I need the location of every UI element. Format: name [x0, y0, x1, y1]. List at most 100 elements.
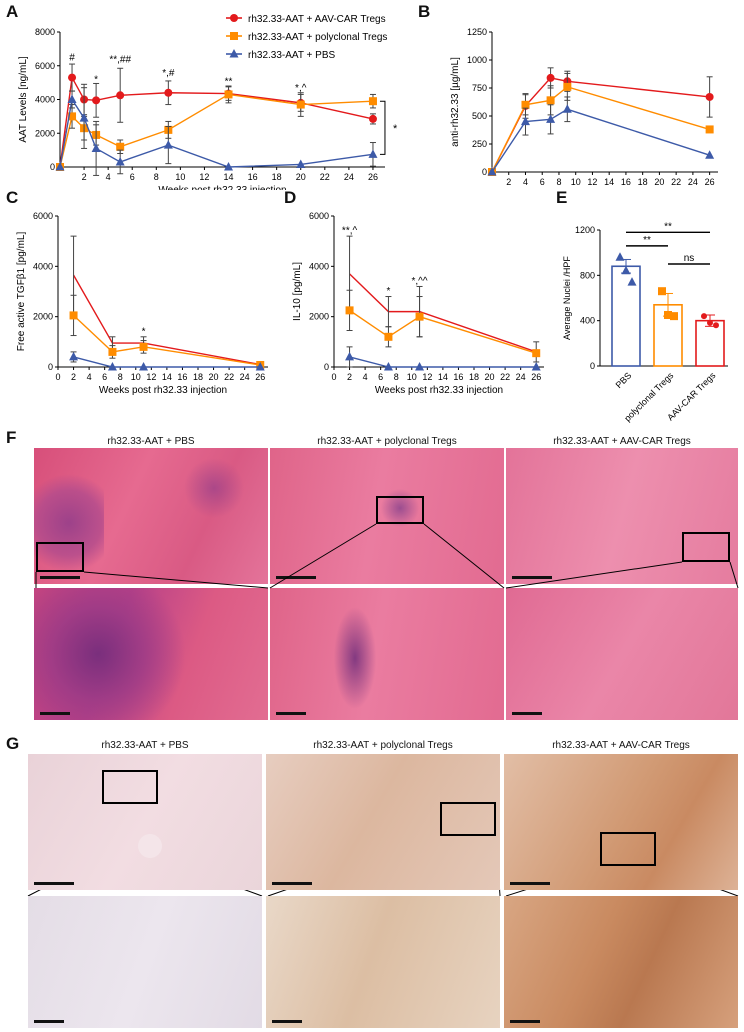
x-tick-label: 10	[407, 372, 417, 382]
data-point	[79, 113, 89, 122]
data-point	[68, 112, 77, 121]
x-tick-label: 20	[209, 372, 219, 382]
x-tick-label: 12	[587, 177, 597, 187]
zoom-box	[36, 542, 84, 572]
significance-label: **	[643, 235, 651, 246]
panel-g-title-pbs: rh32.33-AAT + PBS	[101, 740, 189, 751]
y-tick-label: 8000	[35, 27, 55, 37]
he-image-pbs-low	[34, 448, 268, 584]
x-tick-label: 0	[55, 372, 60, 382]
data-point	[67, 94, 77, 103]
he-image-car-low	[506, 448, 738, 584]
y-tick-label: 0	[50, 162, 55, 172]
data-point	[116, 91, 125, 100]
data-point	[224, 162, 234, 171]
scale-bar	[276, 712, 306, 715]
data-point	[383, 362, 393, 371]
panel-letter-f: F	[6, 428, 17, 447]
scale-bar	[510, 882, 550, 885]
panel-g-title-car: rh32.33-AAT + AAV-CAR Tregs	[552, 740, 690, 751]
x-tick-label: 8	[154, 172, 159, 182]
data-point	[705, 92, 714, 101]
x-tick-label: 8	[556, 177, 561, 187]
y-tick-label: 500	[472, 111, 487, 121]
series-line	[73, 314, 261, 366]
legend-label: rh32.33-AAT + AAV-CAR Tregs	[248, 14, 386, 25]
legend-marker	[230, 32, 238, 40]
y-tick-label: 0	[482, 167, 487, 177]
data-point	[520, 116, 530, 126]
data-point	[107, 362, 117, 371]
x-tick-label: 4	[363, 372, 368, 382]
x-tick-label: 12	[146, 372, 156, 382]
ihc-image-pbs-low	[28, 754, 262, 890]
scale-bar	[272, 882, 312, 885]
x-tick-label: 26	[531, 372, 541, 382]
x-tick-label: 16	[248, 172, 258, 182]
x-tick-label: 14	[604, 177, 614, 187]
x-tick-label: 4	[87, 372, 92, 382]
x-tick-label: 14	[224, 172, 234, 182]
data-point	[531, 362, 541, 371]
x-tick-label: 6	[130, 172, 135, 182]
data-point	[664, 311, 672, 319]
y-tick-label: 4000	[309, 261, 329, 271]
he-image-polyclonal-low	[270, 448, 504, 584]
y-tick-label: 1000	[467, 55, 487, 65]
x-tick-label: 22	[320, 172, 330, 182]
x-tick-label: 18	[193, 372, 203, 382]
panel-f-title-pbs: rh32.33-AAT + PBS	[107, 436, 195, 447]
y-tick-label: 6000	[33, 211, 53, 221]
he-image-polyclonal-high	[270, 588, 504, 720]
significance-label: **	[225, 76, 233, 87]
data-point	[521, 100, 530, 109]
legend-marker	[229, 49, 239, 58]
series-line	[72, 274, 261, 366]
scale-bar	[512, 576, 552, 579]
x-tick-label: 16	[621, 177, 631, 187]
x-tick-label: 26	[368, 172, 378, 182]
y-tick-label: 4000	[33, 261, 53, 271]
x-tick-label: 10	[131, 372, 141, 382]
x-axis-label: Weeks post rh32.33 injection	[158, 185, 286, 190]
data-point	[563, 82, 572, 91]
x-tick-label: 8	[394, 372, 399, 382]
data-point	[627, 277, 637, 286]
data-point	[615, 252, 625, 261]
y-tick-label: 0	[48, 362, 53, 372]
significance-label: *	[142, 326, 146, 337]
significance-label: *,^	[295, 83, 307, 94]
y-axis-label: Free active TGFβ1 [pg/mL]	[16, 232, 27, 352]
x-tick-label: 4	[523, 177, 528, 187]
significance-label: *	[386, 286, 390, 297]
data-point	[705, 125, 714, 134]
ihc-image-pbs-high	[28, 896, 262, 1028]
panel-letter-a: A	[6, 2, 19, 21]
x-tick-label: 16	[453, 372, 463, 382]
ihc-image-polyclonal-high	[266, 896, 500, 1028]
data-point	[670, 312, 678, 321]
data-point	[415, 362, 425, 371]
he-image-pbs-high	[34, 588, 268, 720]
x-tick-label: 12	[199, 172, 209, 182]
x-tick-label: 20	[485, 372, 495, 382]
x-tick-label: 2	[506, 177, 511, 187]
significance-label: *,^^	[412, 276, 428, 287]
legend-marker	[230, 14, 238, 22]
data-point	[55, 162, 65, 171]
ihc-image-car-low	[504, 754, 738, 890]
bar	[611, 265, 641, 367]
data-point	[707, 319, 713, 326]
data-point	[368, 149, 378, 158]
x-tick-label: 24	[240, 372, 250, 382]
series-line	[349, 309, 537, 354]
panel-letter-e: E	[556, 188, 568, 207]
y-tick-label: 6000	[309, 211, 329, 221]
he-image-car-high	[506, 588, 738, 720]
x-tick-label: 6	[102, 372, 107, 382]
panel-g-title-polyclonal: rh32.33-AAT + polyclonal Tregs	[313, 740, 453, 751]
ihc-image-polyclonal-low	[266, 754, 500, 890]
data-point	[92, 96, 101, 105]
